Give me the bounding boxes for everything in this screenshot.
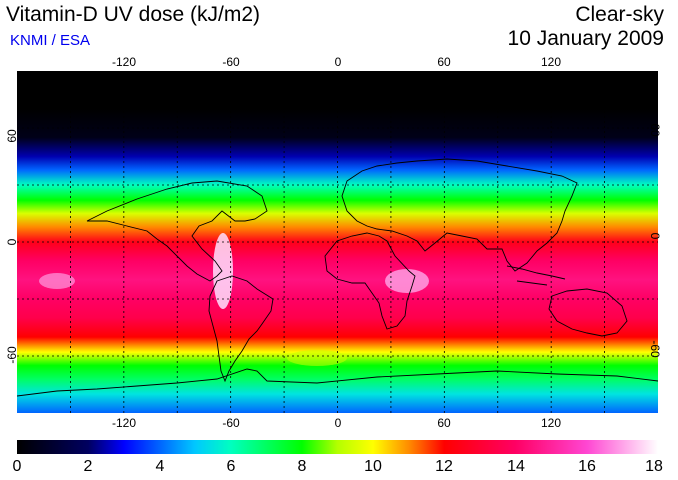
- graticule: [17, 71, 658, 413]
- indonesia-coast: [506, 265, 566, 286]
- bottom-lon-tick-120: 120: [540, 416, 562, 430]
- colorbar-label-8: 8: [297, 458, 307, 475]
- africa-coast: [324, 232, 416, 330]
- top-lon-tick-0: 0: [334, 55, 342, 69]
- colorbar-label-14: 14: [507, 458, 525, 475]
- top-lon-tick-minus60: -60: [222, 55, 240, 69]
- right-lat-tick-60: 60: [648, 123, 662, 137]
- australia-coast: [548, 288, 628, 337]
- bottom-lon-tick-60: 60: [437, 416, 451, 430]
- color-scale-gradient: [17, 440, 658, 454]
- andes-hotspot: [213, 233, 233, 309]
- bottom-lon-tick-minus120: -120: [111, 416, 137, 430]
- colorbar-label-10: 10: [364, 458, 382, 475]
- left-lat-tick-0: 0: [5, 238, 19, 246]
- map-title: Vitamin-D UV dose (kJ/m2): [6, 3, 261, 26]
- north-america-coast: [86, 180, 268, 282]
- colorbar-label-4: 4: [155, 458, 165, 475]
- credit-label: KNMI / ESA: [10, 32, 91, 49]
- colorbar-label-18: 18: [645, 458, 663, 475]
- top-lon-tick-minus120: -120: [111, 55, 137, 69]
- left-lat-tick-minus60: -60: [5, 346, 19, 364]
- antarctica-coast: [17, 368, 658, 397]
- uv-hotspots: [39, 233, 429, 366]
- top-lon-tick-60: 60: [437, 55, 451, 69]
- colorbar-label-16: 16: [578, 458, 596, 475]
- color-scale-bar: [17, 440, 658, 454]
- top-lon-tick-120: 120: [540, 55, 562, 69]
- left-lat-tick-60: 60: [5, 129, 19, 143]
- southern-ocean-yellow: [287, 350, 347, 366]
- right-lat-tick-0: 0: [648, 232, 662, 240]
- sky-condition-label: Clear-sky: [575, 3, 664, 26]
- date-label: 10 January 2009: [507, 27, 664, 50]
- uv-dose-field: [17, 71, 658, 413]
- colorbar-label-12: 12: [435, 458, 453, 475]
- right-lat-tick-minus60: -60: [648, 340, 662, 358]
- pacific-hotspot: [39, 273, 75, 289]
- colorbar-label-0: 0: [12, 458, 22, 475]
- colorbar-label-2: 2: [83, 458, 93, 475]
- colorbar-label-6: 6: [226, 458, 236, 475]
- world-uv-map: [17, 71, 658, 413]
- south-africa-hotspot: [385, 269, 429, 293]
- bottom-lon-tick-0: 0: [334, 416, 342, 430]
- eurasia-coast: [341, 158, 578, 272]
- bottom-lon-tick-minus60: -60: [222, 416, 240, 430]
